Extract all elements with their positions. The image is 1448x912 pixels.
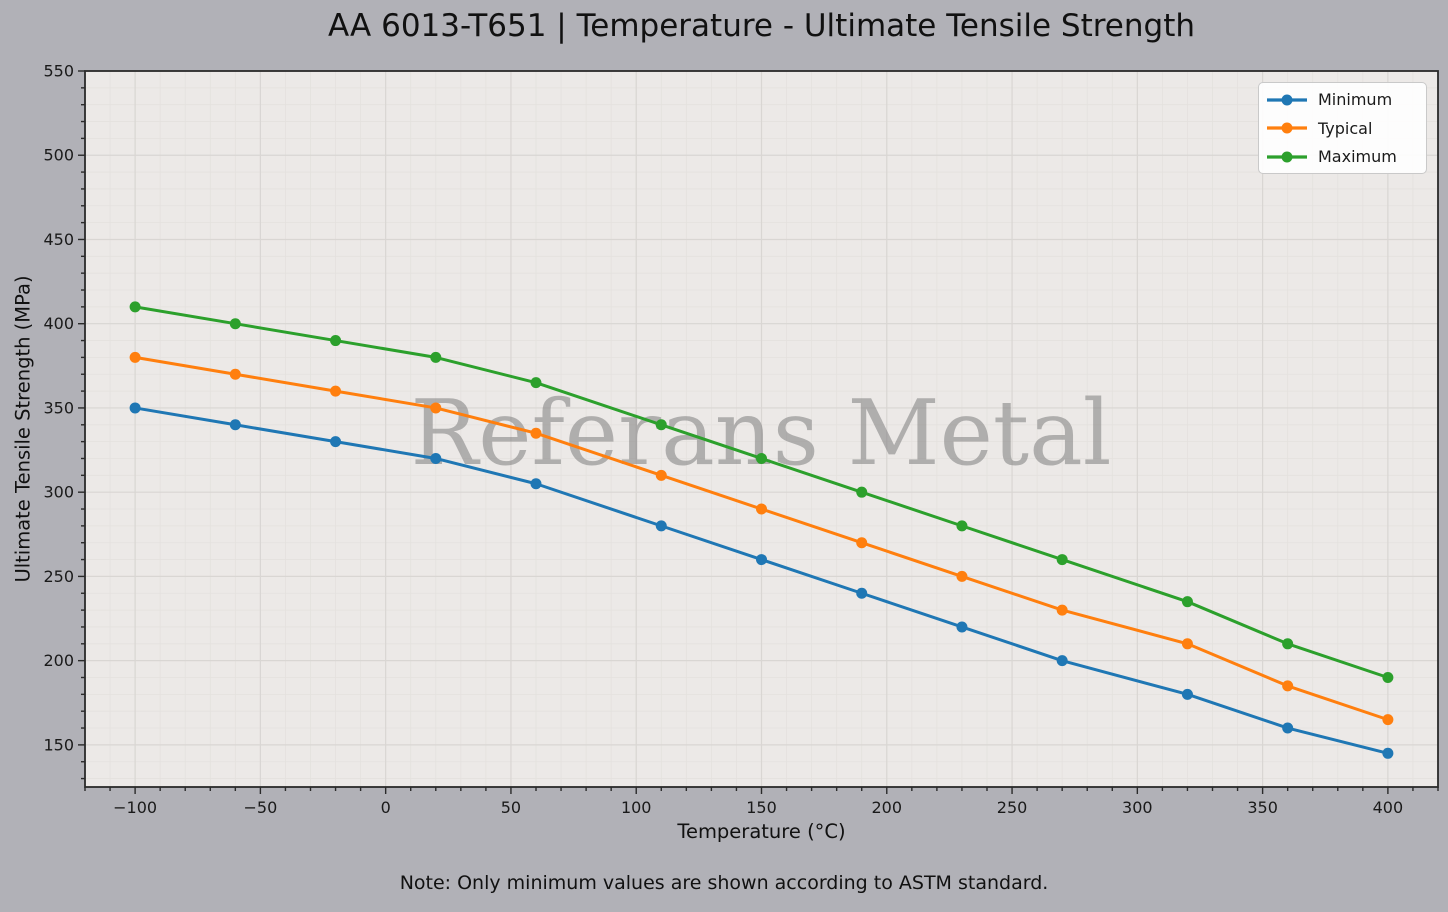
data-point-maximum — [1056, 554, 1068, 566]
x-tick-label: 400 — [1373, 798, 1404, 817]
data-point-maximum — [1181, 596, 1193, 608]
data-point-minimum — [1282, 722, 1294, 734]
data-point-maximum — [229, 318, 241, 330]
data-point-minimum — [856, 587, 868, 599]
data-point-typical — [1056, 604, 1068, 616]
y-tick-label: 250 — [43, 567, 74, 586]
data-point-minimum — [229, 419, 241, 431]
y-tick-label: 500 — [43, 146, 74, 165]
data-point-maximum — [956, 520, 968, 532]
axis-tick-labels: −100 −50 0 50 100 150 200 250 300 350 400 150 200 250… — [43, 62, 1403, 818]
legend-marker-icon — [1267, 94, 1307, 105]
x-axis-label: Temperature (°C) — [677, 820, 846, 843]
series-layer — [129, 301, 1394, 759]
data-point-maximum — [1282, 638, 1294, 650]
x-tick-label: 200 — [872, 798, 903, 817]
y-tick-label: 300 — [43, 483, 74, 502]
y-tick-label: 200 — [43, 651, 74, 670]
data-point-typical — [430, 402, 442, 414]
y-axis-label: Ultimate Tensile Strength (MPa) — [11, 275, 35, 583]
y-tick-label: 350 — [43, 398, 74, 417]
data-point-maximum — [430, 351, 442, 363]
data-point-typical — [229, 368, 241, 380]
data-point-maximum — [330, 335, 342, 347]
data-point-typical — [1382, 714, 1394, 726]
x-tick-label: 250 — [997, 798, 1028, 817]
data-point-minimum — [530, 478, 542, 490]
data-point-maximum — [129, 301, 141, 313]
data-point-minimum — [1382, 747, 1394, 759]
x-tick-label: 300 — [1122, 798, 1153, 817]
data-point-minimum — [129, 402, 141, 414]
x-tick-label: −100 — [113, 798, 157, 817]
data-point-typical — [330, 385, 342, 397]
data-point-maximum — [1382, 671, 1394, 683]
x-tick-label: 350 — [1247, 798, 1278, 817]
legend-label: Maximum — [1318, 147, 1397, 166]
legend-marker-icon — [1267, 122, 1307, 134]
data-point-minimum — [655, 520, 667, 532]
y-tick-label: 450 — [43, 230, 74, 249]
data-point-minimum — [956, 621, 968, 633]
data-point-minimum — [756, 554, 767, 566]
data-point-typical — [956, 570, 968, 582]
data-point-typical — [655, 469, 667, 481]
data-point-typical — [1181, 638, 1193, 650]
data-point-typical — [756, 503, 767, 515]
legend-marker-icon — [1267, 151, 1307, 162]
data-point-minimum — [430, 452, 442, 464]
legend-item-typical: Typical — [1265, 119, 1418, 138]
chart-title: AA 6013-T651 | Temperature - Ultimate Te… — [327, 8, 1196, 44]
watermark-text: Referans Metal — [410, 381, 1111, 486]
legend-dot — [1281, 122, 1293, 134]
axis-ticks — [78, 70, 1439, 794]
legend-label: Minimum — [1318, 90, 1393, 109]
legend-dot — [1281, 94, 1293, 105]
data-point-minimum — [330, 436, 342, 448]
legend-dot — [1281, 151, 1293, 162]
x-tick-label: 150 — [746, 798, 777, 817]
legend-item-minimum: Minimum — [1265, 90, 1418, 109]
x-tick-label: 0 — [381, 798, 391, 817]
footnote: Note: Only minimum values are shown acco… — [399, 872, 1049, 894]
data-point-maximum — [530, 377, 542, 389]
legend-item-maximum: Maximum — [1265, 147, 1418, 166]
data-point-typical — [856, 537, 868, 549]
data-point-minimum — [1056, 655, 1068, 667]
x-tick-label: 100 — [621, 798, 652, 817]
legend: Minimum Typical Maximum — [1258, 82, 1427, 174]
y-tick-label: 550 — [43, 62, 74, 81]
y-tick-label: 150 — [43, 735, 74, 754]
x-tick-label: 50 — [501, 798, 521, 817]
data-point-maximum — [756, 452, 767, 464]
data-point-maximum — [655, 419, 667, 431]
x-tick-label: −50 — [244, 798, 278, 817]
data-point-maximum — [856, 486, 868, 498]
legend-label: Typical — [1318, 118, 1373, 138]
data-point-typical — [530, 427, 542, 439]
data-point-typical — [129, 351, 141, 363]
data-point-typical — [1282, 680, 1294, 692]
data-point-minimum — [1181, 688, 1193, 700]
y-tick-label: 400 — [43, 314, 74, 333]
